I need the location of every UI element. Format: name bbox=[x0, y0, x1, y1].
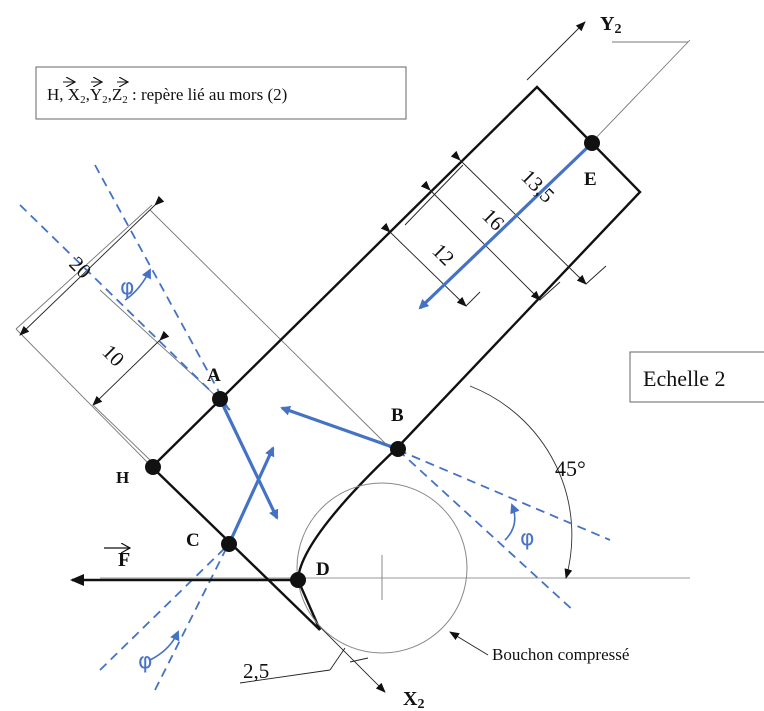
force-at-a bbox=[218, 398, 279, 520]
points bbox=[145, 135, 600, 588]
point-c bbox=[221, 536, 237, 552]
scale-label: Echelle 2 bbox=[643, 366, 725, 391]
label-e: E bbox=[584, 169, 597, 190]
cork-label: Bouchon compressé bbox=[492, 645, 629, 664]
force-f: F bbox=[70, 548, 298, 586]
point-e bbox=[584, 135, 600, 151]
dim-20: 20 bbox=[64, 252, 96, 284]
x2-axis: X2 bbox=[317, 624, 424, 711]
dimension-2-5 bbox=[239, 647, 369, 684]
label-b: B bbox=[391, 405, 404, 426]
phi-label-b: φ bbox=[520, 526, 535, 551]
dimension-lines-left bbox=[19, 195, 170, 461]
phi-label-a: φ bbox=[120, 275, 135, 300]
frame-label: H, X2,Y2,Z2 : repère lié au mors (2) bbox=[47, 85, 287, 106]
cork-callout: Bouchon compressé bbox=[449, 631, 629, 664]
y2-axis-label: Y2 bbox=[600, 13, 621, 37]
dim-2-5: 2,5 bbox=[243, 659, 269, 683]
dim-12: 12 bbox=[427, 239, 459, 271]
point-h bbox=[145, 459, 161, 475]
angle-45-label: 45° bbox=[555, 456, 586, 481]
dim-10: 10 bbox=[97, 340, 129, 372]
dimension-labels: 20 10 13,5 16 12 2,5 bbox=[64, 165, 559, 683]
force-f-label: F bbox=[118, 549, 130, 571]
point-b bbox=[390, 441, 406, 457]
dim-16: 16 bbox=[477, 204, 509, 236]
force-at-b bbox=[280, 405, 399, 451]
frame-label-box: H, X2,Y2,Z2 : repère lié au mors (2) bbox=[35, 66, 407, 120]
angle-45-arc bbox=[469, 385, 573, 579]
label-c: C bbox=[186, 530, 200, 551]
cork-circle bbox=[296, 482, 468, 654]
y2-axis: Y2 bbox=[526, 13, 621, 81]
force-at-e bbox=[418, 143, 592, 310]
scale-box: Echelle 2 bbox=[629, 351, 764, 403]
force-at-c bbox=[227, 446, 275, 545]
point-labels: E A B H C D bbox=[116, 169, 597, 580]
friction-cones bbox=[19, 164, 611, 691]
label-a: A bbox=[207, 365, 221, 386]
x2-axis-label: X2 bbox=[403, 688, 424, 711]
point-d bbox=[290, 572, 306, 588]
label-h: H bbox=[116, 468, 129, 487]
point-a bbox=[212, 391, 228, 407]
dim-13-5: 13,5 bbox=[516, 165, 559, 208]
phi-labels: φ φ φ bbox=[120, 275, 535, 674]
phi-label-c: φ bbox=[138, 649, 153, 674]
label-d: D bbox=[316, 559, 330, 580]
contact-forces bbox=[218, 143, 592, 545]
construction-lines bbox=[15, 39, 691, 579]
